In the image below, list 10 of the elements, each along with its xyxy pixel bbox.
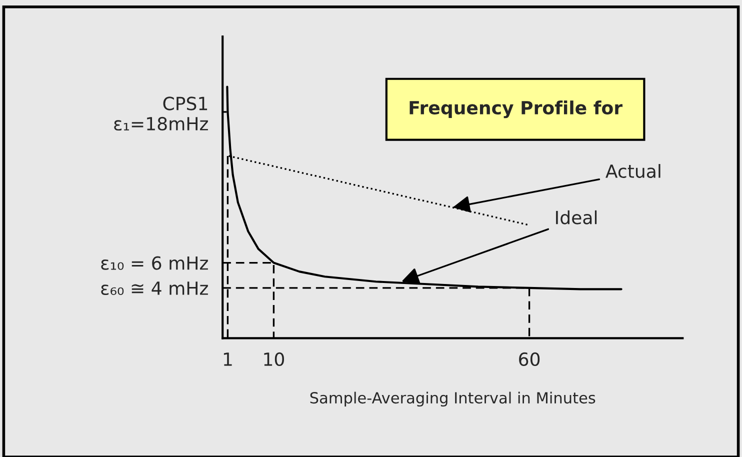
x-tick-label: 60: [519, 352, 540, 366]
annotation: Actual: [606, 164, 660, 178]
annotation: Ideal: [556, 210, 597, 224]
y-tick-label: ε₆₀ ≅ 4 mHz: [101, 282, 208, 296]
y-tick-label: CPS1 ε₁=18mHz: [114, 96, 208, 131]
x-tick-label: 1: [224, 352, 232, 366]
x-tick-label: 10: [264, 352, 284, 366]
text: Frequency Profile for: [410, 100, 622, 118]
y-tick-label: ε₁₀ = 6 mHz: [101, 256, 208, 270]
x-axis-title: Sample-Averaging Interval in Minutes: [310, 392, 596, 407]
